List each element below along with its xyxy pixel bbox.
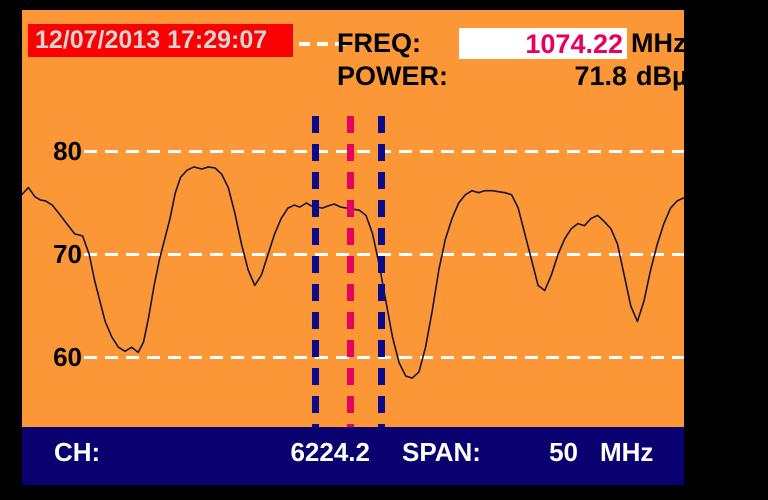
freq-value: 1074.22 [525, 29, 623, 59]
freq-value-box[interactable]: 1074.22 [459, 28, 627, 59]
spectrum-plot: 80 70 60 [22, 10, 684, 427]
timestamp-badge: 12/07/2013 17:29:07 [28, 24, 293, 57]
timestamp-text: 12/07/2013 17:29:07 [35, 26, 268, 54]
freq-label: FREQ: [337, 28, 421, 58]
spectrum-trace [22, 166, 684, 379]
power-label: POWER: [337, 61, 448, 91]
y-axis-tick-70: 70 [53, 239, 82, 269]
marker-left-band-edge[interactable] [312, 116, 319, 427]
readout-group: FREQ: 1074.22 MHz POWER: 71.8 dBµV [337, 28, 706, 94]
analyzer-panel: 80 70 60 12/07/2013 17:29:07 FREQ: 1074.… [22, 10, 706, 427]
power-unit: dBµV [636, 61, 706, 91]
span-value[interactable]: 50 [549, 437, 578, 467]
channel-value[interactable]: 6224.2 [290, 437, 370, 467]
y-axis-tick-60: 60 [53, 342, 82, 372]
marker-center-frequency[interactable] [347, 116, 354, 427]
power-readout-row: POWER: 71.8 dBµV [337, 61, 706, 94]
power-value: 71.8 [574, 61, 627, 91]
freq-readout-row: FREQ: 1074.22 MHz [337, 28, 687, 61]
span-unit: MHz [600, 437, 654, 467]
span-label: SPAN: [402, 437, 481, 467]
marker-right-band-edge[interactable] [378, 116, 385, 427]
header-dashed-connector [299, 42, 351, 46]
y-axis-tick-80: 80 [53, 136, 82, 166]
freq-unit: MHz [631, 28, 687, 58]
channel-label: CH: [54, 437, 101, 467]
status-bar: CH: 6224.2 SPAN: 50 MHz [22, 427, 684, 485]
